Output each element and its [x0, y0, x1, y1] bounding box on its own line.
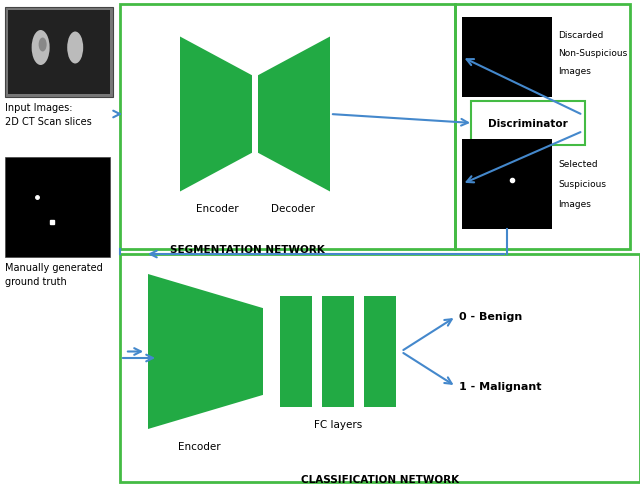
- Text: SEGMENTATION NETWORK: SEGMENTATION NETWORK: [170, 244, 324, 254]
- Text: Discarded: Discarded: [558, 31, 604, 41]
- Bar: [455, 5, 630, 249]
- Bar: [120, 254, 640, 482]
- Bar: [5, 8, 113, 98]
- Text: CLASSIFICATION NETWORK: CLASSIFICATION NETWORK: [301, 474, 459, 484]
- Text: ground truth: ground truth: [5, 276, 67, 286]
- Text: FC layers: FC layers: [314, 419, 362, 429]
- Text: Suspicious: Suspicious: [558, 180, 606, 189]
- Text: Selected: Selected: [558, 160, 598, 169]
- Text: 0 - Benign: 0 - Benign: [459, 312, 522, 322]
- Polygon shape: [258, 38, 330, 192]
- Bar: [322, 296, 354, 407]
- Text: 1 - Malignant: 1 - Malignant: [459, 382, 541, 392]
- Text: Input Images:: Input Images:: [5, 103, 72, 113]
- Bar: [462, 18, 552, 98]
- Bar: [5, 158, 110, 258]
- Ellipse shape: [31, 31, 50, 66]
- Bar: [280, 296, 312, 407]
- FancyBboxPatch shape: [471, 102, 585, 146]
- Text: Manually generated: Manually generated: [5, 263, 103, 272]
- Ellipse shape: [38, 39, 47, 52]
- Polygon shape: [180, 38, 252, 192]
- Bar: [462, 140, 552, 229]
- Text: Encoder: Encoder: [196, 204, 239, 214]
- Bar: [8, 11, 110, 95]
- Text: Decoder: Decoder: [271, 204, 314, 214]
- Text: 2D CT Scan slices: 2D CT Scan slices: [5, 117, 92, 127]
- Text: Non-Suspicious: Non-Suspicious: [558, 49, 627, 59]
- Ellipse shape: [67, 32, 83, 64]
- Text: Encoder: Encoder: [179, 441, 221, 451]
- Bar: [364, 296, 396, 407]
- Text: Discriminator: Discriminator: [488, 119, 568, 129]
- Bar: [120, 5, 455, 249]
- Polygon shape: [148, 274, 263, 429]
- Text: Images: Images: [558, 67, 591, 76]
- Text: Images: Images: [558, 200, 591, 209]
